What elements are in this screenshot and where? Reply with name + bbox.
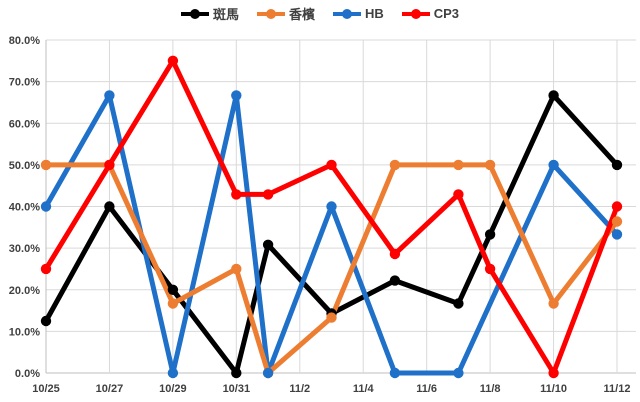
series-marker-banma xyxy=(389,275,401,286)
series-marker-banma xyxy=(611,159,623,171)
series-marker-hb xyxy=(548,159,559,171)
legend-item-banma: 斑馬 xyxy=(180,4,239,23)
legend-item-xiangbin: 香檳 xyxy=(256,4,315,23)
series-marker-cp3 xyxy=(40,263,52,275)
series-marker-cp3 xyxy=(611,201,623,212)
series-marker-hb xyxy=(326,201,337,212)
series-marker-hb xyxy=(611,229,623,240)
series-marker-cp3 xyxy=(548,367,559,379)
y-axis-tick-label: 10.0% xyxy=(9,326,40,338)
x-axis-tick-label: 10/27 xyxy=(96,383,124,395)
legend-label-banma: 斑馬 xyxy=(212,7,239,22)
series-marker-xiangbin xyxy=(611,216,623,227)
series-marker-xiangbin xyxy=(548,298,559,309)
series-marker-cp3 xyxy=(389,248,401,260)
series-marker-cp3 xyxy=(484,263,496,275)
series-marker-xiangbin xyxy=(326,312,337,323)
series-marker-xiangbin xyxy=(453,159,464,171)
series-marker-banma xyxy=(262,239,274,250)
series-marker-hb xyxy=(389,367,401,379)
y-axis-tick-label: 70.0% xyxy=(9,77,40,89)
x-axis-tick-label: 10/25 xyxy=(32,383,60,395)
series-marker-banma xyxy=(167,284,179,295)
series-marker-hb xyxy=(453,367,464,379)
series-marker-hb xyxy=(167,367,179,379)
legend-dot-cp3 xyxy=(410,8,421,19)
legend: 斑馬 香檳 HB CP3 xyxy=(0,4,640,23)
legend-dot-xiangbin xyxy=(265,8,276,19)
series-marker-cp3 xyxy=(167,55,179,66)
series-marker-banma xyxy=(453,298,464,309)
series-marker-xiangbin xyxy=(484,159,496,171)
series-marker-banma xyxy=(484,229,496,240)
legend-dot-banma xyxy=(189,8,200,19)
x-axis-tick-label: 10/31 xyxy=(223,383,251,395)
y-axis-tick-label: 30.0% xyxy=(9,243,40,255)
series-marker-xiangbin xyxy=(40,159,52,171)
legend-marker-xiangbin xyxy=(256,8,285,19)
series-marker-cp3 xyxy=(104,159,115,171)
legend-label-xiangbin: 香檳 xyxy=(288,7,315,22)
legend-dot-hb xyxy=(341,8,352,19)
series-marker-xiangbin xyxy=(231,263,242,275)
legend-item-cp3: CP3 xyxy=(401,6,460,21)
y-axis-tick-label: 40.0% xyxy=(9,202,40,214)
x-axis-tick-label: 10/29 xyxy=(159,383,187,395)
legend-item-hb: HB xyxy=(332,6,384,21)
y-axis-tick-label: 80.0% xyxy=(9,35,40,47)
series-marker-hb xyxy=(104,90,115,101)
legend-marker-cp3 xyxy=(401,8,430,19)
y-axis-tick-label: 20.0% xyxy=(9,285,40,297)
legend-marker-banma xyxy=(180,8,209,19)
x-axis-tick-label: 11/4 xyxy=(353,383,375,395)
series-marker-cp3 xyxy=(231,189,242,200)
legend-label-hb: HB xyxy=(364,6,384,21)
series-marker-cp3 xyxy=(326,159,337,171)
y-axis-tick-label: 0.0% xyxy=(15,368,40,380)
x-axis-tick-label: 11/10 xyxy=(540,383,567,395)
legend-label-cp3: CP3 xyxy=(433,6,460,21)
x-axis-tick-label: 11/2 xyxy=(289,383,310,395)
legend-marker-hb xyxy=(332,8,361,19)
series-marker-banma xyxy=(231,367,242,379)
x-axis-tick-label: 11/6 xyxy=(416,383,437,395)
series-marker-xiangbin xyxy=(167,298,179,309)
series-marker-cp3 xyxy=(453,189,464,200)
y-axis-tick-label: 60.0% xyxy=(9,118,40,130)
x-axis-tick-label: 11/8 xyxy=(480,383,501,395)
series-marker-banma xyxy=(104,201,115,212)
series-marker-hb xyxy=(231,90,242,101)
series-marker-banma xyxy=(548,90,559,101)
x-axis-tick-label: 11/12 xyxy=(604,383,631,395)
series-marker-hb xyxy=(262,367,274,379)
series-marker-banma xyxy=(40,315,52,327)
y-axis-tick-label: 50.0% xyxy=(9,160,40,172)
series-marker-hb xyxy=(40,201,52,212)
series-marker-xiangbin xyxy=(389,159,401,171)
series-marker-cp3 xyxy=(262,189,274,200)
